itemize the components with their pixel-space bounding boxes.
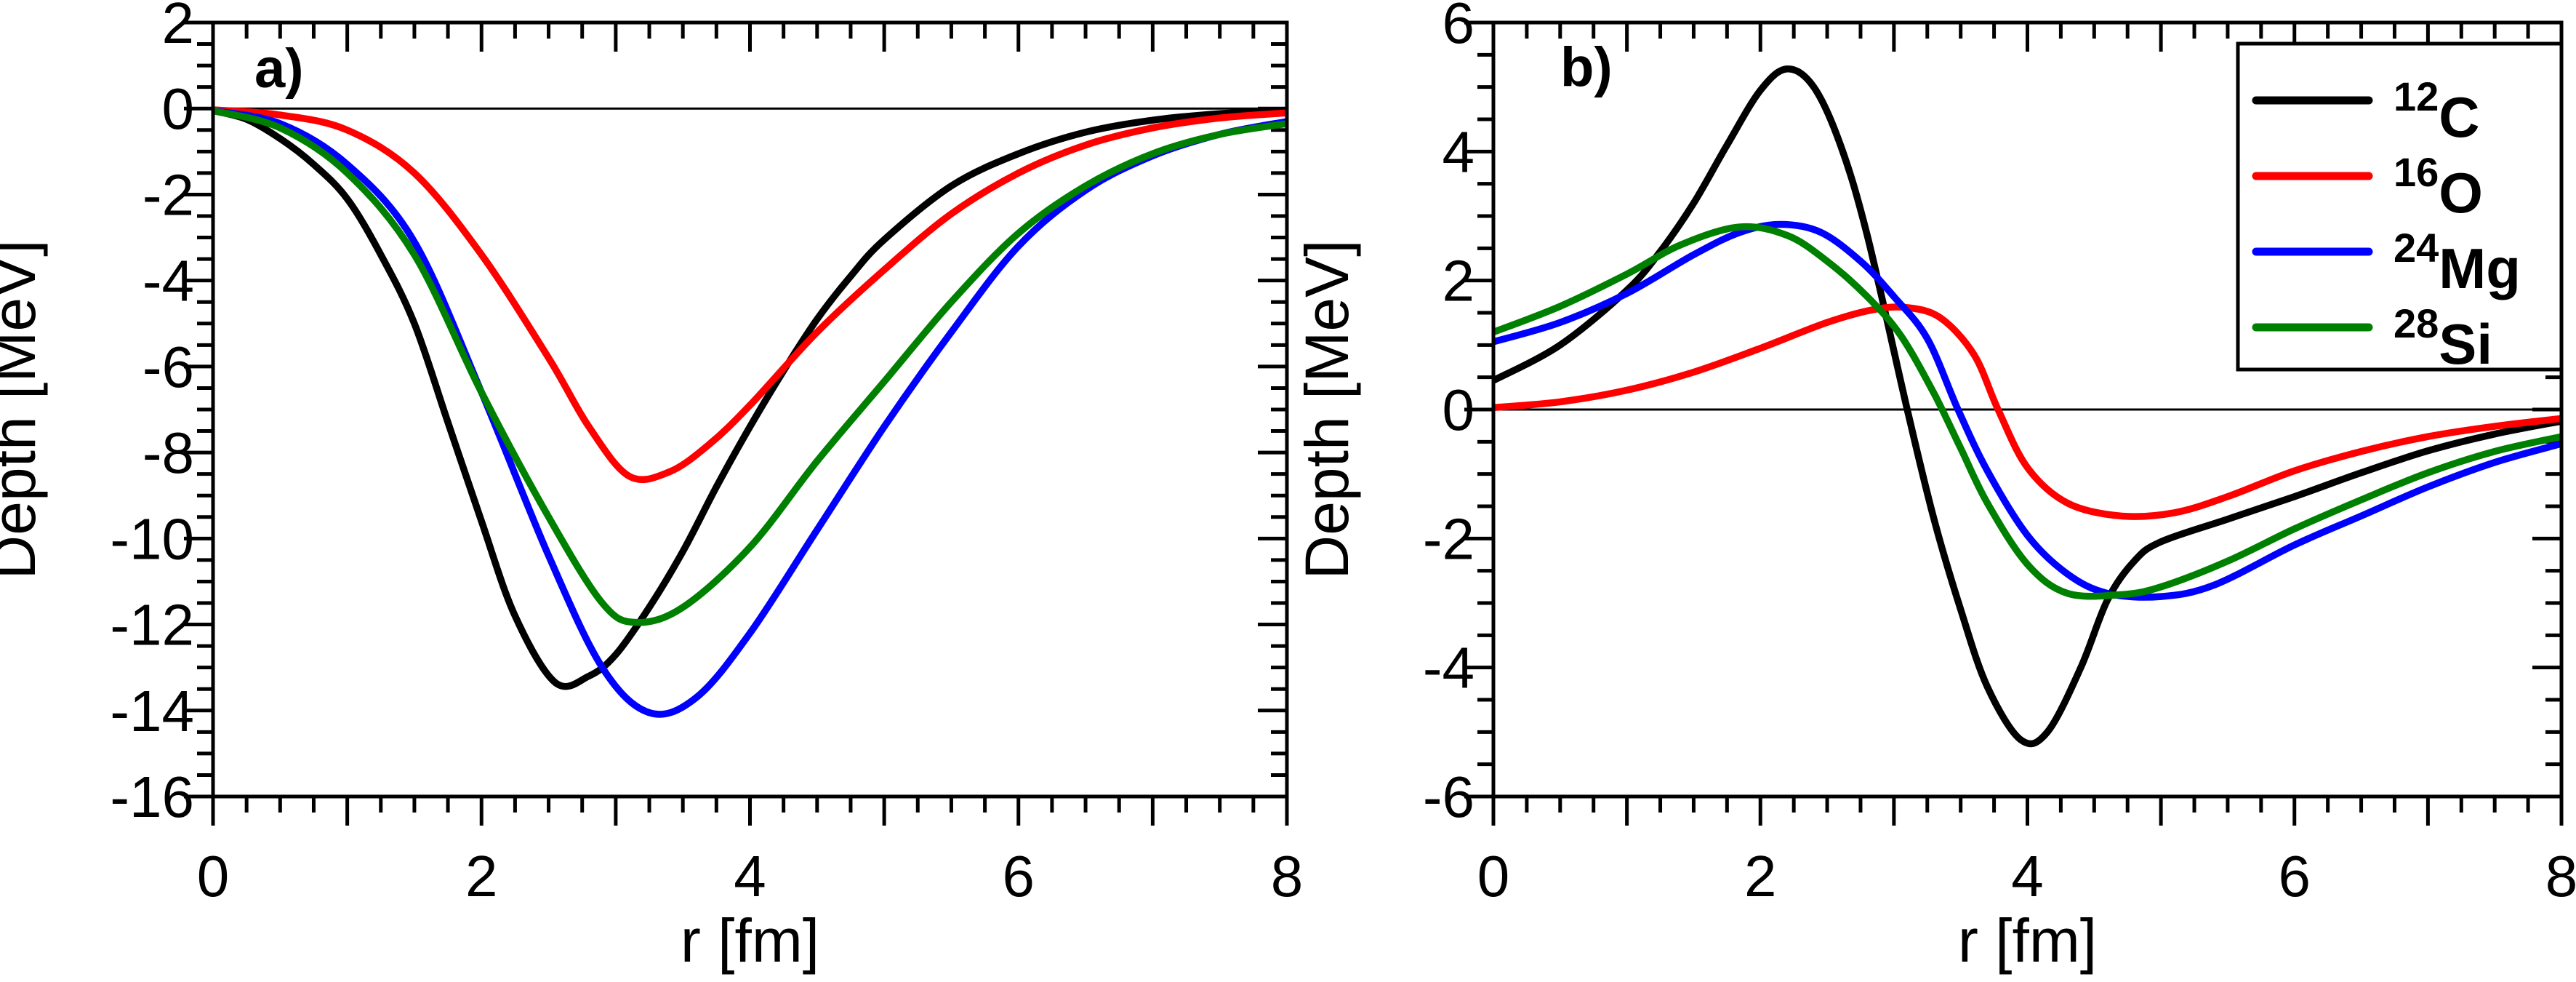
panel-label: b) xyxy=(1560,36,1613,98)
curves xyxy=(213,106,1287,718)
curve-12C xyxy=(213,107,1287,690)
x-tick-label: 4 xyxy=(2011,844,2044,909)
axis-tick-labels: 0 2 4 6 8 2 0 -2 -4 -6 -8 -10 -12 -14 -16 xyxy=(110,0,1303,909)
legend-label-28Si: 28Si xyxy=(2394,300,2492,376)
curve-24Mg xyxy=(1493,220,2561,601)
curve-16O xyxy=(1493,303,2561,520)
curve-28Si xyxy=(213,107,1287,626)
x-tick-label: 8 xyxy=(1271,844,1304,909)
y-tick-label: -6 xyxy=(1423,765,1474,829)
y-tick-label: 6 xyxy=(1443,0,1475,55)
curve-28Si xyxy=(1493,223,2561,600)
x-tick-label: 6 xyxy=(2279,844,2311,909)
y-tick-label: -4 xyxy=(1423,636,1474,700)
legend-entry-28Si: 28Si xyxy=(2252,300,2492,376)
y-axis-title: Depth [MeV] xyxy=(1293,240,1361,580)
panel-label: a) xyxy=(254,38,304,100)
y-tick-label: -10 xyxy=(110,506,194,571)
x-tick-label: 0 xyxy=(197,844,230,909)
curve-24Mg xyxy=(213,107,1287,718)
axis-tick-labels: 0 2 4 6 8 6 4 2 0 -2 -4 -6 xyxy=(1423,0,2576,909)
curve-16O xyxy=(213,106,1287,484)
x-tick-label: 2 xyxy=(465,844,498,909)
y-tick-label: 0 xyxy=(1443,378,1475,442)
legend-entry-16O: 16O xyxy=(2252,149,2483,225)
legend-label-16O: 16O xyxy=(2394,149,2483,225)
x-axis-title: r [fm] xyxy=(1958,906,2097,975)
y-tick-label: -16 xyxy=(110,765,194,829)
legend-entry-24Mg: 24Mg xyxy=(2252,225,2521,300)
legend-label-24Mg: 24Mg xyxy=(2394,225,2521,300)
plot-border xyxy=(211,20,1289,799)
y-tick-label: -2 xyxy=(1423,506,1474,571)
y-tick-label: 2 xyxy=(162,0,195,55)
y-tick-label: -14 xyxy=(110,679,194,743)
y-tick-label: 0 xyxy=(162,76,195,141)
x-axis-title: r [fm] xyxy=(681,906,819,975)
y-tick-label: -8 xyxy=(143,420,194,485)
x-tick-label: 0 xyxy=(1477,844,1510,909)
plot-border xyxy=(1491,20,2564,799)
y-tick-label: 2 xyxy=(1443,249,1475,314)
x-tick-label: 6 xyxy=(1003,844,1035,909)
curve-12C xyxy=(1493,65,2561,748)
legend-label-12C: 12C xyxy=(2394,73,2480,149)
curves xyxy=(1493,65,2561,748)
y-tick-label: 4 xyxy=(1443,119,1475,184)
x-tick-label: 4 xyxy=(734,844,766,909)
y-axis-title: Depth [MeV] xyxy=(0,240,48,580)
legend-entry-12C: 12C xyxy=(2252,73,2480,149)
x-tick-label: 8 xyxy=(2545,844,2576,909)
x-tick-label: 2 xyxy=(1744,844,1777,909)
y-tick-label: -6 xyxy=(143,335,194,399)
y-tick-label: -12 xyxy=(110,593,194,658)
y-tick-label: -4 xyxy=(143,249,194,314)
y-tick-label: -2 xyxy=(143,162,194,227)
panel-b: 0 2 4 6 8 6 4 2 0 -2 -4 -6 b) Depth [MeV] r [fm] 12C16O… xyxy=(1293,0,2576,975)
panel-a: 0 2 4 6 8 2 0 -2 -4 -6 -8 -10 -12 -14 -16 a) Depth [MeV]… xyxy=(0,0,1303,975)
